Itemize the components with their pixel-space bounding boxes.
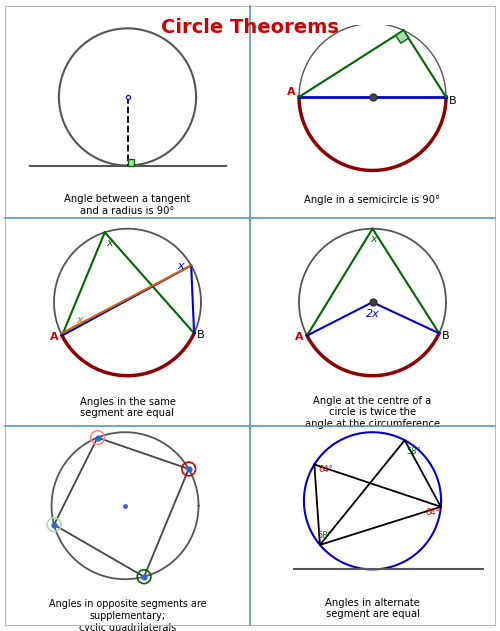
Text: x: x [178,261,184,271]
Text: B: B [442,331,449,341]
Text: Angle at the centre of a
circle is twice the
angle at the circumference: Angle at the centre of a circle is twice… [305,396,440,429]
Text: Angles in the same
segment are equal: Angles in the same segment are equal [80,397,176,418]
Text: 2x: 2x [366,309,380,319]
Text: 64°: 64° [425,507,440,517]
Text: Angles in opposite segments are
supplementary;
cyclic quadrilaterals: Angles in opposite segments are suppleme… [49,599,206,631]
Text: 64°: 64° [318,465,334,474]
Text: x: x [106,238,112,248]
Text: Angles in alternate
segment are equal: Angles in alternate segment are equal [325,598,420,620]
Text: A: A [287,86,296,97]
Text: B: B [448,97,456,106]
Text: x: x [370,234,376,244]
Text: B: B [196,330,204,340]
Text: A: A [295,333,304,343]
Text: x: x [76,316,84,326]
Text: Angle in a semicircle is 90°: Angle in a semicircle is 90° [304,195,440,205]
Text: A: A [50,333,58,343]
Polygon shape [396,30,408,43]
Bar [128,159,134,165]
Text: 58°: 58° [406,447,420,456]
Text: Angle between a tangent
and a radius is 90°: Angle between a tangent and a radius is … [64,194,190,216]
Text: Circle Theorems: Circle Theorems [161,18,339,37]
Text: 58°: 58° [318,531,332,540]
